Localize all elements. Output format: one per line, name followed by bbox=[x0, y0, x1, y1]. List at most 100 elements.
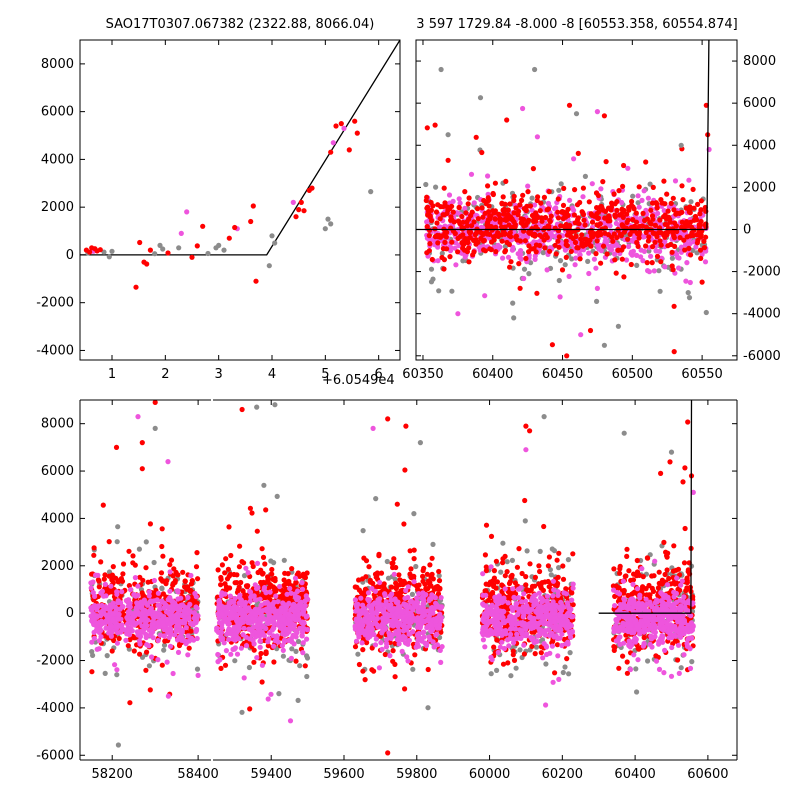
chart2-point-red bbox=[690, 186, 696, 192]
chart3-point-magenta bbox=[192, 619, 198, 626]
chart2-point-red bbox=[537, 208, 543, 214]
chart3-point-magenta bbox=[427, 637, 433, 643]
chart1-point-red bbox=[137, 239, 143, 246]
chart3-point-magenta bbox=[405, 584, 411, 590]
chart3-point-magenta bbox=[293, 628, 299, 634]
chart3-point-magenta bbox=[123, 637, 129, 643]
chart2-point-red bbox=[668, 241, 674, 248]
chart3-point-red bbox=[483, 522, 490, 528]
chart2-point-red bbox=[572, 187, 578, 193]
chart3-point-red bbox=[488, 533, 495, 540]
chart2-point-red bbox=[579, 232, 585, 238]
chart3-point-magenta bbox=[370, 614, 376, 621]
chart3-point-red bbox=[131, 648, 137, 654]
chart2-point-red bbox=[684, 219, 690, 225]
chart3-point-magenta bbox=[281, 639, 287, 645]
chart2-point-red bbox=[441, 185, 447, 191]
chart3-point-red bbox=[98, 559, 104, 565]
chart3-point-gray bbox=[508, 673, 514, 679]
chart2-point-magenta bbox=[609, 247, 615, 253]
chart2-point-red bbox=[441, 266, 447, 272]
chart3-point-gray bbox=[281, 557, 287, 563]
chart2-point-red bbox=[697, 211, 703, 217]
chart2-point-gray bbox=[540, 250, 546, 256]
chart2-point-red bbox=[490, 208, 496, 214]
chart2-point-red bbox=[506, 241, 512, 248]
chart3-point-red bbox=[494, 637, 500, 643]
chart3-point-magenta bbox=[176, 623, 182, 629]
chart2-point-red bbox=[511, 210, 517, 216]
chart2-point-red bbox=[597, 204, 603, 210]
chart3-point-magenta bbox=[243, 643, 250, 649]
chart3-point-red bbox=[193, 564, 200, 570]
chart1-ytick-label: 0 bbox=[66, 248, 74, 263]
chart3-point-gray bbox=[500, 540, 506, 546]
chart3-point-red bbox=[429, 555, 435, 561]
chart2-point-red bbox=[654, 234, 660, 240]
chart2-point-red bbox=[479, 149, 485, 156]
chart2-point-gray bbox=[423, 181, 429, 188]
chart2-point-gray bbox=[669, 255, 676, 261]
chart3-point-gray bbox=[90, 652, 96, 659]
chart3-point-magenta bbox=[252, 606, 258, 612]
chart3-point-red bbox=[408, 575, 414, 581]
chart1-point-red bbox=[232, 224, 238, 231]
chart2-point-magenta bbox=[591, 256, 598, 262]
chart3-point-gray bbox=[522, 518, 528, 524]
chart3-point-magenta bbox=[170, 598, 176, 604]
chart2-point-red bbox=[460, 219, 466, 225]
chart2-point-red bbox=[587, 237, 593, 243]
chart2-point-gray bbox=[532, 66, 538, 73]
chart2-point-red bbox=[563, 238, 569, 244]
chart2-point-magenta bbox=[573, 255, 579, 261]
chart3-point-red bbox=[407, 548, 413, 554]
chart2-point-magenta bbox=[518, 251, 524, 258]
chart3-point-magenta bbox=[366, 598, 372, 604]
chart2-point-magenta bbox=[676, 265, 682, 271]
chart3-point-magenta bbox=[419, 638, 425, 644]
chart2-point-magenta bbox=[577, 252, 583, 258]
chart3-point-magenta bbox=[188, 572, 194, 579]
chart2-point-red bbox=[633, 210, 639, 216]
chart1-point-red bbox=[293, 214, 299, 220]
chart3-point-magenta bbox=[167, 588, 173, 594]
chart3-point-magenta bbox=[353, 602, 359, 608]
chart2-point-red bbox=[438, 204, 444, 210]
chart2-point-magenta bbox=[662, 238, 668, 245]
chart3-point-magenta bbox=[271, 608, 277, 615]
chart3-point-red bbox=[127, 637, 133, 643]
chart2-point-red bbox=[611, 231, 617, 237]
chart3-point-red bbox=[96, 584, 102, 590]
chart3-point-gray bbox=[289, 646, 295, 652]
chart3-point-magenta bbox=[144, 642, 150, 648]
chart2-point-red bbox=[460, 232, 466, 238]
chart3-point-red bbox=[91, 552, 97, 558]
chart2-point-red bbox=[558, 223, 564, 229]
chart3-point-red bbox=[519, 570, 525, 577]
chart2-point-red bbox=[555, 215, 562, 221]
chart3-point-magenta bbox=[423, 592, 429, 598]
chart3-point-magenta bbox=[405, 658, 411, 664]
chart3-point-magenta bbox=[183, 625, 189, 631]
chart2-point-red bbox=[513, 234, 519, 240]
chart3-point-red bbox=[259, 546, 265, 552]
chart3-point-magenta bbox=[274, 633, 280, 639]
chart3-point-gray bbox=[297, 663, 303, 669]
chart3-point-magenta bbox=[365, 635, 371, 641]
chart3-point-magenta bbox=[436, 613, 442, 620]
chart3-point-magenta bbox=[123, 598, 129, 604]
chart2-point-red bbox=[689, 224, 695, 230]
chart3-point-magenta bbox=[358, 595, 364, 601]
chart2-point-magenta bbox=[598, 248, 604, 254]
chart3-point-magenta bbox=[185, 594, 191, 601]
chart2-point-red bbox=[455, 249, 461, 255]
chart3-point-red bbox=[536, 563, 542, 569]
chart3-point-magenta bbox=[94, 607, 100, 613]
chart2-point-red bbox=[435, 240, 441, 246]
chart3-point-magenta bbox=[287, 618, 293, 624]
chart2-point-red bbox=[537, 242, 543, 249]
chart2-point-red bbox=[563, 221, 569, 228]
chart3-point-red bbox=[523, 574, 529, 580]
chart3-point-magenta bbox=[170, 607, 176, 613]
chart3-point-magenta bbox=[191, 610, 198, 616]
